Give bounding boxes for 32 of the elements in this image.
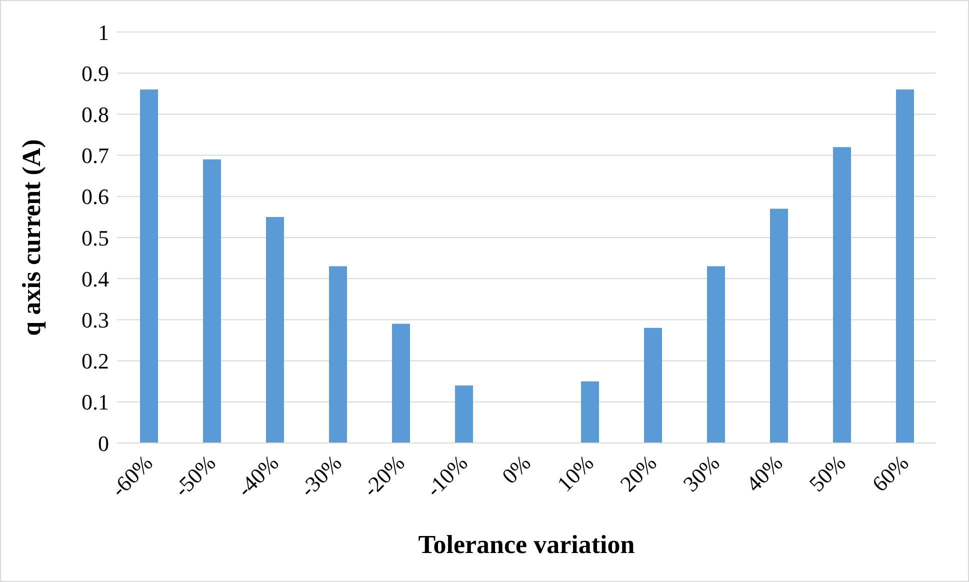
x-tick-label: 20% [615,450,662,496]
y-tick-label: 0.5 [82,225,109,250]
y-tick-label: 1 [98,20,109,45]
y-tick-label: 0.6 [82,184,109,210]
bar [833,147,851,443]
y-tick-label: 0.1 [82,390,109,415]
y-tick-label: 0.2 [82,348,109,374]
x-tick-label: 40% [741,450,788,496]
x-tick-label: 30% [678,450,724,496]
bar [455,385,473,443]
y-tick-label: 0.4 [82,266,109,292]
bar [392,324,410,443]
bar [266,216,284,443]
bar [644,328,662,443]
bar [329,266,347,443]
bar [707,266,725,443]
bar [770,208,788,443]
x-axis-title: Tolerance variation [418,530,636,559]
x-tick-label: 60% [867,450,914,496]
bar [896,90,914,443]
x-tick-label: 10% [552,450,598,496]
bar [203,159,221,443]
y-tick-label: 0.8 [82,102,109,128]
bar [581,381,599,443]
x-tick-label: 0% [496,450,536,489]
bar [140,90,158,443]
y-tick-label: 0.9 [82,60,109,86]
y-tick-label: 0.3 [82,308,109,333]
y-tick-label: 0 [98,430,109,456]
y-axis-title: q axis current (A) [17,139,46,336]
x-tick-label: 50% [804,450,850,496]
y-tick-label: 0.7 [82,143,109,168]
